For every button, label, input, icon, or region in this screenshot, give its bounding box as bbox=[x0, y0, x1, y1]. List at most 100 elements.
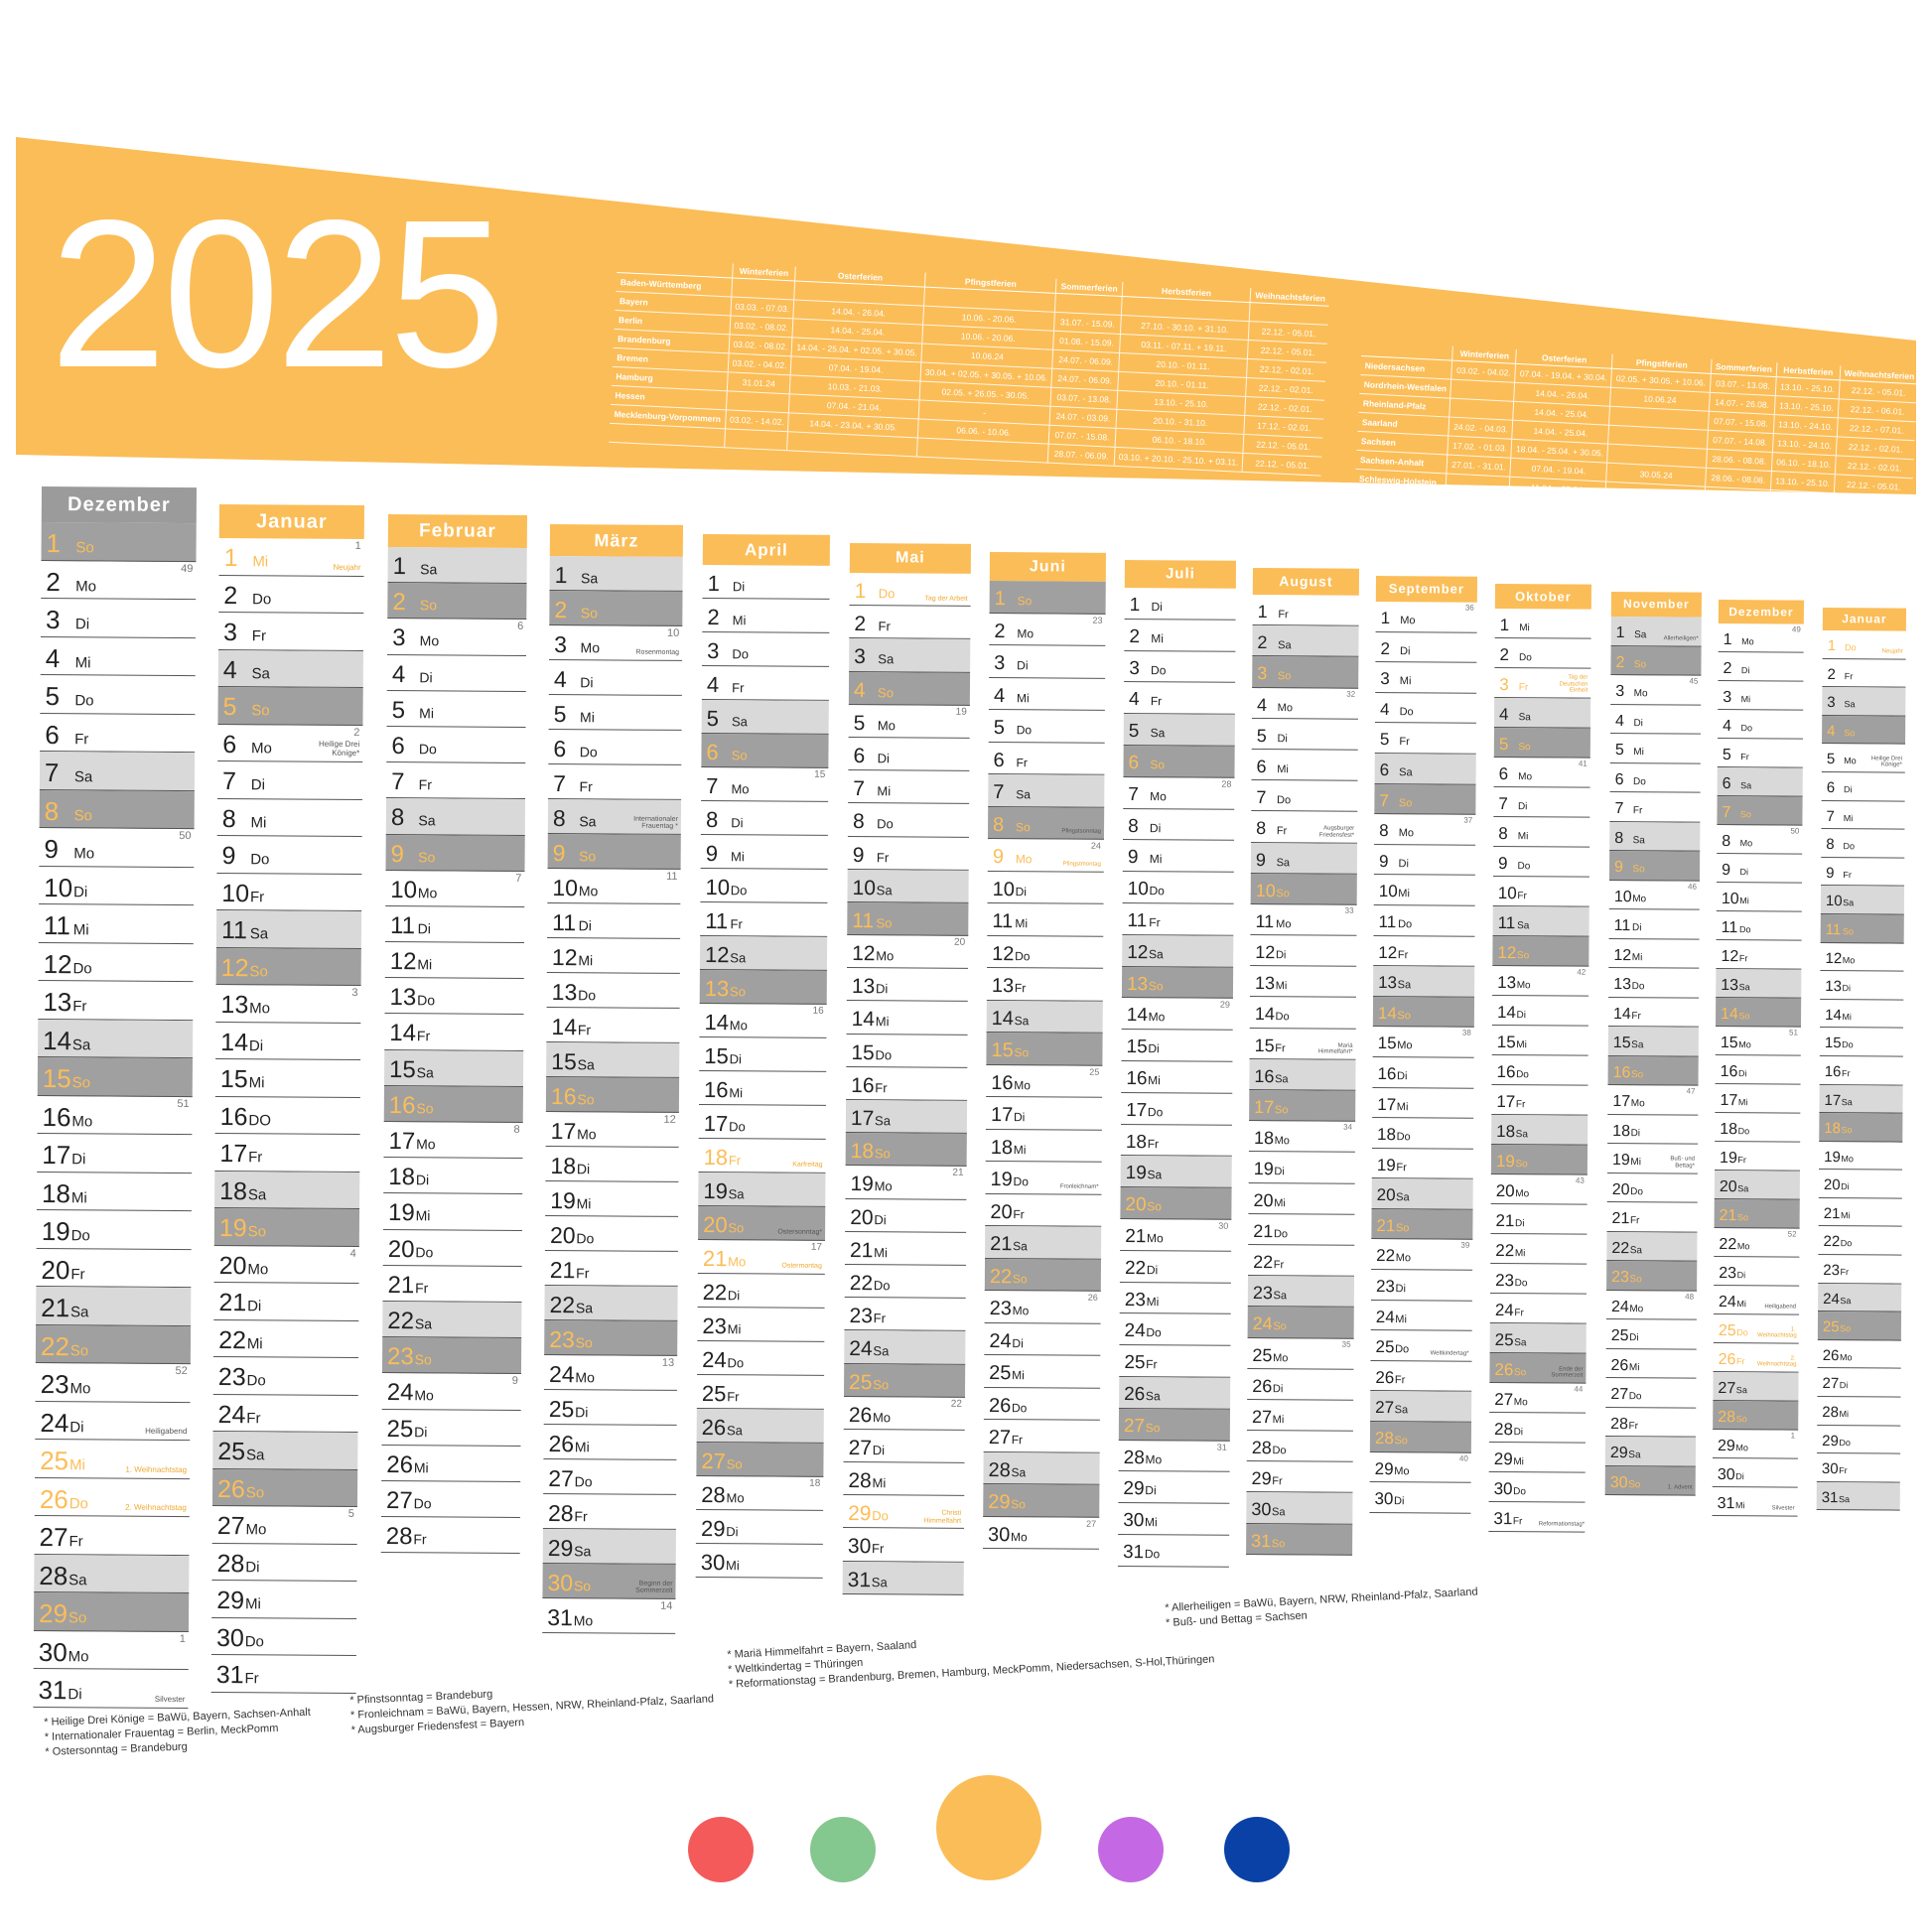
weekday: Mi bbox=[1842, 1011, 1852, 1022]
day-row: 23Mi bbox=[1119, 1282, 1231, 1315]
week-number: 9 bbox=[511, 1375, 518, 1388]
day-row: 27Do bbox=[543, 1458, 677, 1495]
month-header: April bbox=[702, 534, 830, 566]
day-number: 26 bbox=[1822, 1346, 1840, 1364]
weekday: So bbox=[1145, 1420, 1161, 1435]
day-row: 5 So bbox=[217, 686, 363, 726]
weekday: Do bbox=[1146, 1325, 1162, 1340]
orange-color-swatch[interactable] bbox=[936, 1775, 1041, 1880]
day-row: 6 Di bbox=[1821, 771, 1905, 802]
day-row: 14Sa bbox=[986, 1000, 1103, 1034]
day-row: 2 Di bbox=[1718, 651, 1804, 682]
day-row: 21So bbox=[1371, 1208, 1473, 1241]
weekday: Mi bbox=[574, 1439, 590, 1455]
day-row: 9 So bbox=[547, 833, 681, 870]
day-number: 25 bbox=[1375, 1337, 1395, 1357]
week-number: 47 bbox=[1686, 1086, 1696, 1096]
weekday: Do bbox=[1273, 1227, 1289, 1241]
day-row: 30Do bbox=[1488, 1471, 1586, 1503]
day-row: 20Fr bbox=[36, 1248, 192, 1289]
weekday: So bbox=[1011, 1497, 1027, 1512]
day-number: 2 bbox=[46, 566, 61, 597]
day-row: 18Fr bbox=[1120, 1124, 1233, 1158]
weekday: Mi bbox=[1516, 1039, 1527, 1051]
weekday: Mo bbox=[1735, 1443, 1748, 1453]
day-number: 25 bbox=[1822, 1318, 1840, 1336]
weekday: Mo bbox=[1518, 771, 1533, 783]
weekday: Di bbox=[417, 920, 431, 937]
weekday: So bbox=[245, 1483, 265, 1501]
day-number: 14 bbox=[991, 1007, 1015, 1030]
weekday: Mi bbox=[1151, 630, 1165, 646]
day-number: 29 bbox=[1717, 1438, 1735, 1455]
day-number: 14 bbox=[43, 1025, 72, 1055]
day-row: 2 So bbox=[1610, 645, 1702, 676]
weekday: Do bbox=[1844, 642, 1857, 653]
day-row: 30Do bbox=[210, 1617, 357, 1656]
day-number: 30 bbox=[1609, 1473, 1628, 1491]
weekday: Fr bbox=[1150, 694, 1163, 709]
day-row: 14Fr bbox=[1607, 997, 1700, 1028]
day-row: 18Fr Karfreitag bbox=[698, 1138, 826, 1173]
weekday: Mi bbox=[729, 1085, 744, 1101]
weekday: Mi bbox=[1275, 980, 1288, 993]
day-row: 1 Do Neujahr bbox=[1822, 629, 1906, 660]
day-number: 1 bbox=[994, 588, 1006, 611]
day-number: 1 bbox=[1257, 602, 1268, 622]
day-row: 28Mo 31 bbox=[1118, 1440, 1230, 1473]
week-number: 8 bbox=[513, 1123, 520, 1136]
day-row: 8 Mo 37 bbox=[1374, 814, 1476, 846]
weekday: So bbox=[726, 1456, 743, 1472]
day-number: 30 bbox=[1251, 1499, 1272, 1520]
day-row: 25Sa bbox=[1489, 1322, 1587, 1354]
day-row: 25Mo 35 bbox=[1247, 1337, 1354, 1370]
day-number: 6 bbox=[1498, 764, 1509, 784]
blue-color-swatch[interactable] bbox=[1224, 1817, 1290, 1882]
weekday: Mi bbox=[1734, 1500, 1745, 1511]
day-row: 14Mo 29 bbox=[1121, 998, 1233, 1031]
day-number: 26 bbox=[386, 1450, 414, 1478]
weekday: Mi bbox=[1399, 675, 1412, 688]
weekday: Do bbox=[1275, 1011, 1290, 1024]
day-row: 2 Mo 23 bbox=[989, 613, 1106, 646]
weekday: Sa bbox=[878, 651, 895, 667]
weekday: Fr bbox=[1737, 1155, 1746, 1166]
weekday: Fr bbox=[1149, 915, 1161, 930]
day-number: 24 bbox=[1252, 1313, 1273, 1334]
day-number: 3 bbox=[994, 652, 1006, 675]
week-number: 6 bbox=[517, 621, 524, 633]
month-header: August bbox=[1252, 568, 1359, 596]
day-row: 23Do bbox=[212, 1356, 358, 1396]
purple-color-swatch[interactable] bbox=[1098, 1817, 1164, 1882]
day-row: 14Di bbox=[215, 1022, 361, 1061]
weekday: Di bbox=[1148, 1041, 1160, 1056]
day-row: 8 Do bbox=[847, 803, 970, 838]
weekday: Di bbox=[1015, 884, 1028, 898]
weekday: Sa bbox=[1272, 1506, 1286, 1519]
red-color-swatch[interactable] bbox=[688, 1817, 754, 1882]
weekday: Mo bbox=[1147, 1231, 1164, 1246]
day-row: 11 Di bbox=[547, 902, 681, 939]
day-number: 29 bbox=[1822, 1432, 1839, 1449]
day-row: 31Mi Silvester bbox=[1712, 1486, 1798, 1517]
day-number: 21 bbox=[1253, 1220, 1274, 1241]
day-number: 10 bbox=[44, 872, 73, 902]
weekday: Fr bbox=[1839, 1465, 1848, 1476]
day-row: 2 Mo 49 bbox=[41, 560, 197, 601]
day-row: 14So bbox=[1372, 996, 1475, 1029]
day-row: 12Mi bbox=[384, 942, 524, 980]
day-row: 1 Fr bbox=[1252, 594, 1359, 626]
day-row: 11 Fr bbox=[700, 901, 828, 937]
weekday: Do bbox=[69, 1494, 88, 1512]
day-number: 27 bbox=[548, 1465, 574, 1492]
day-number: 19 bbox=[1611, 1152, 1630, 1170]
day-number: 17 bbox=[1720, 1092, 1738, 1110]
day-number: 9 bbox=[1255, 849, 1267, 870]
weekday: Mi bbox=[1012, 1368, 1025, 1383]
day-row: 4 Fr bbox=[701, 665, 830, 701]
day-number: 17 bbox=[703, 1111, 729, 1137]
day-number: 1 bbox=[707, 571, 720, 597]
weekday: Do bbox=[1016, 723, 1033, 738]
green-color-swatch[interactable] bbox=[810, 1817, 876, 1882]
day-number: 29 bbox=[988, 1491, 1011, 1514]
